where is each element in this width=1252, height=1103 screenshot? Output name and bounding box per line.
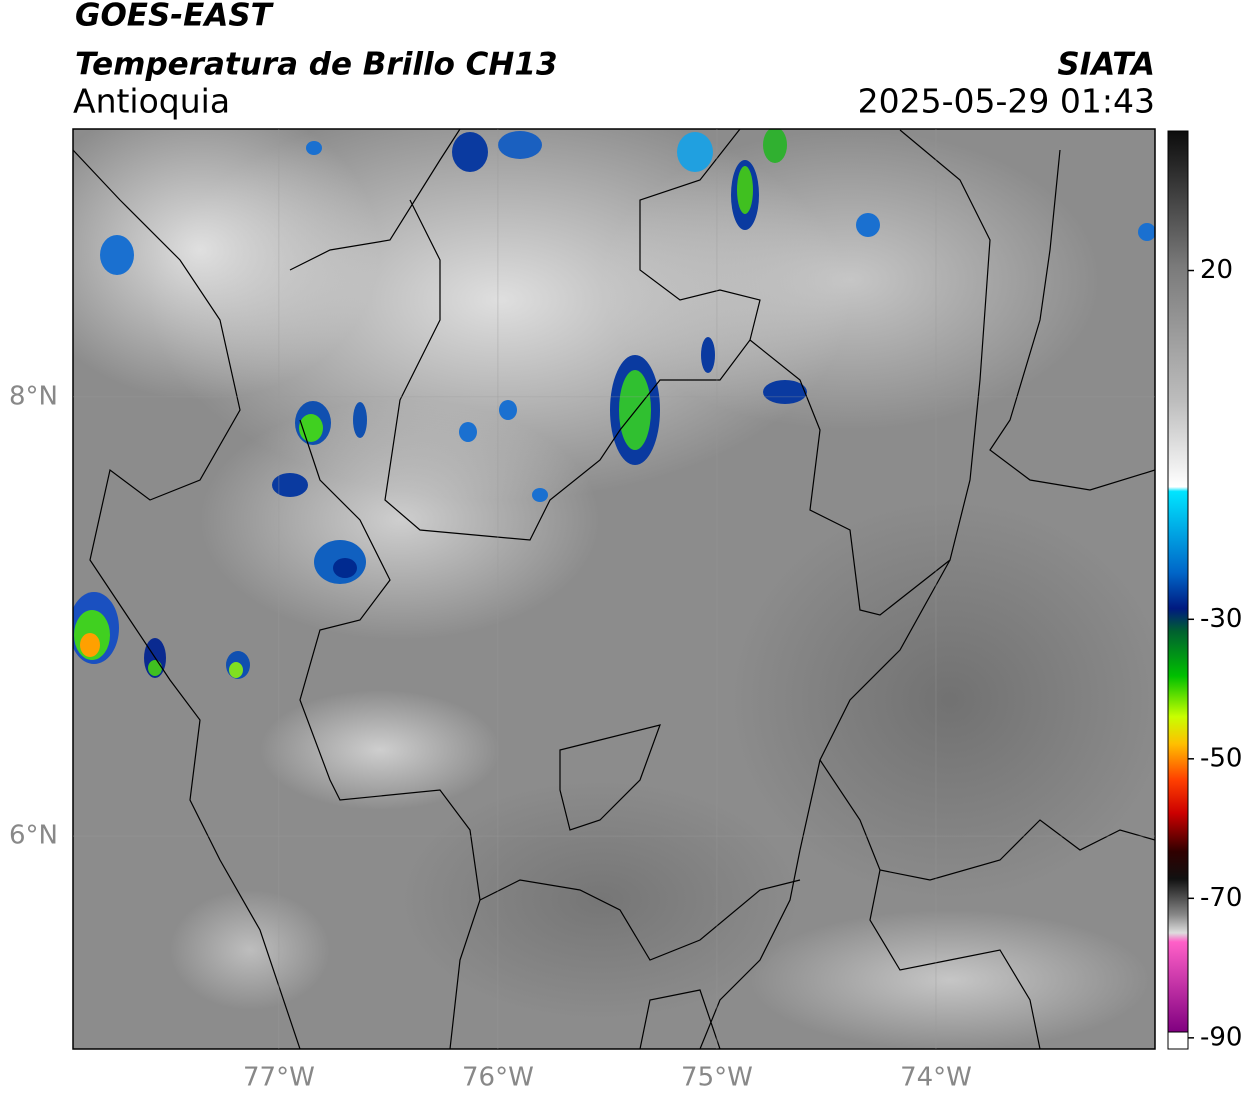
colorbar-frame	[1167, 130, 1189, 1050]
colorbar-tick-label: 20	[1200, 255, 1233, 285]
timestamp: 2025-05-29 01:43	[858, 82, 1155, 121]
satellite-image	[73, 129, 1155, 1049]
colorbar-tick-label: -70	[1200, 883, 1242, 913]
colorbar-tick-label: -50	[1200, 743, 1242, 773]
colorbar-tick-label: -90	[1200, 1022, 1242, 1052]
borders	[73, 129, 1155, 1049]
satellite: GOES-EAST	[75, 0, 275, 34]
product: Temperatura de Brillo CH13	[75, 47, 558, 83]
lon-tick-label: 77°W	[243, 1063, 315, 1093]
colorbar-extension	[1167, 1031, 1189, 1050]
convective-cells	[73, 129, 1155, 679]
lon-tick-label: 75°W	[681, 1063, 753, 1093]
agency: SIATA	[1057, 47, 1155, 83]
lat-tick-label: 6°N	[9, 821, 58, 851]
lat-tick-label: 8°N	[9, 381, 58, 411]
region: Antioquia	[73, 82, 230, 121]
map-frame	[72, 128, 1156, 1050]
header: GOES-EAST Temperatura de Brillo CH13 Ant…	[73, 0, 1155, 121]
colorbar	[1168, 131, 1188, 1032]
lon-tick-label: 76°W	[462, 1063, 534, 1093]
colorbar-tick-label: -30	[1200, 604, 1242, 634]
lon-tick-label: 74°W	[900, 1063, 972, 1093]
